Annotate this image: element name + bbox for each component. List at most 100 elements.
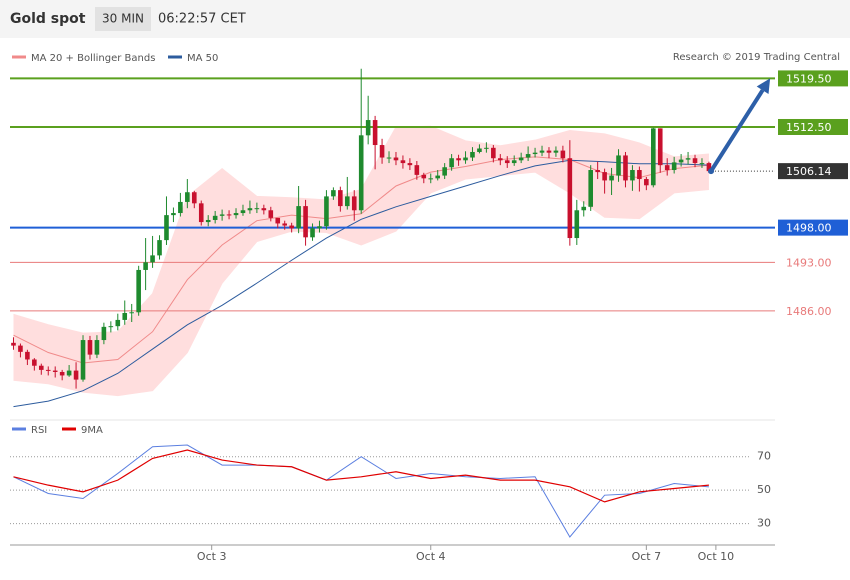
candle-body — [254, 208, 260, 210]
timeframe[interactable]: 30 MIN — [102, 12, 144, 26]
candle-body — [630, 170, 635, 181]
candle-body — [150, 255, 155, 263]
instrument-title: Gold spot — [10, 11, 86, 27]
candle-body — [101, 326, 107, 341]
level-label: 1486.00 — [786, 305, 832, 318]
candle-body — [706, 163, 712, 172]
candle-body — [247, 208, 253, 211]
candle-body — [581, 206, 587, 211]
candle-body — [553, 150, 559, 153]
candle-body — [108, 326, 114, 328]
indicator-line — [13, 449, 709, 503]
arrow-head — [756, 78, 771, 94]
candle-body — [664, 165, 670, 171]
candle-body — [484, 147, 489, 149]
candle-body — [595, 170, 600, 173]
candle-body — [275, 217, 281, 224]
level-label: 1519.50 — [786, 72, 832, 85]
candle-body — [261, 208, 267, 211]
legend-label: MA 20 + Bollinger Bands — [31, 53, 155, 64]
level-box — [778, 163, 848, 180]
candle-body — [87, 340, 93, 355]
candle-body — [198, 203, 204, 223]
candle-body — [525, 154, 531, 158]
candle-body — [129, 312, 135, 314]
x-tick-label: Oct 7 — [632, 550, 662, 563]
y-tick-label: 30 — [757, 517, 771, 530]
candle-body — [358, 135, 364, 211]
candle-body — [310, 228, 315, 238]
bollinger-fill — [13, 126, 709, 396]
candle-body — [491, 147, 496, 159]
candle-body — [609, 175, 614, 181]
candle-body — [671, 162, 677, 171]
candle-body — [602, 172, 607, 181]
candle-body — [185, 192, 190, 202]
candle-body — [365, 120, 371, 136]
candle-body — [504, 160, 510, 164]
level-box — [778, 118, 848, 135]
level-box — [778, 70, 848, 87]
source: Research © 2019 Trading Central — [673, 52, 840, 63]
candle-body — [317, 226, 322, 229]
candle-body — [157, 240, 162, 256]
x-tick-label: Oct 10 — [698, 550, 735, 563]
legend-label: RSI — [31, 425, 47, 436]
candle-body — [219, 214, 225, 216]
candle-body — [644, 179, 649, 186]
candle-body — [588, 170, 594, 207]
candle-body — [94, 340, 100, 355]
candle-body — [546, 150, 552, 153]
candle-body — [393, 157, 399, 161]
candle-body — [435, 175, 441, 179]
candle-body — [233, 213, 239, 216]
candle-body — [212, 215, 218, 220]
candle-body — [539, 150, 545, 153]
candle-body — [414, 165, 420, 175]
candle-body — [66, 370, 72, 376]
candle-body — [80, 340, 86, 380]
candle-body — [25, 351, 30, 360]
level-label: 1506.14 — [786, 165, 832, 178]
candle-body — [560, 150, 566, 159]
legend-label: 9MA — [81, 425, 103, 436]
candle-body — [59, 371, 65, 376]
timeframe-box[interactable] — [95, 7, 151, 31]
y-tick-label: 70 — [757, 450, 771, 463]
candle-body — [351, 196, 357, 211]
candle-body — [296, 206, 301, 229]
candle-body — [442, 167, 447, 176]
candle-body — [136, 269, 141, 313]
indicator-line — [13, 444, 709, 538]
candle-body — [421, 174, 427, 179]
candle-body — [372, 120, 378, 146]
candle-body — [303, 206, 308, 238]
candle-body — [52, 370, 58, 372]
candle-body — [122, 312, 128, 320]
candle-body — [171, 213, 176, 216]
candle-body — [477, 148, 482, 152]
candle-body — [45, 369, 51, 371]
level-label: 1512.50 — [786, 121, 832, 134]
level-box — [778, 219, 848, 236]
candle-body — [268, 210, 274, 218]
legend-label: MA 50 — [187, 53, 218, 64]
candle-body — [470, 151, 475, 158]
candle-body — [699, 163, 705, 165]
candle-body — [518, 157, 524, 161]
candle-body — [386, 157, 392, 159]
candle-body — [379, 145, 385, 158]
candle-body — [205, 219, 211, 223]
candle-body — [428, 178, 434, 180]
candle-body — [226, 214, 232, 216]
y-tick-label: 50 — [757, 483, 771, 496]
candle-body — [657, 128, 663, 166]
x-tick-label: Oct 4 — [416, 550, 446, 563]
candle-body — [282, 223, 288, 226]
candle-body — [164, 215, 169, 241]
candle-body — [616, 155, 621, 176]
level-label: 1493.00 — [786, 256, 832, 269]
clock: 06:22:57 CET — [158, 12, 246, 27]
candle-body — [191, 192, 197, 204]
